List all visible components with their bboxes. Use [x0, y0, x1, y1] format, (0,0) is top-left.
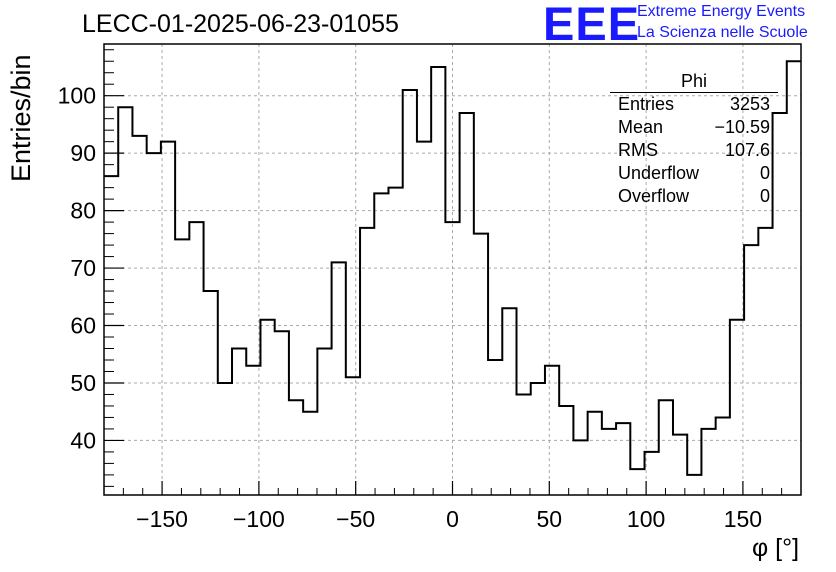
- y-tick-label: 40: [70, 427, 96, 453]
- x-tick-label: −50: [336, 506, 375, 532]
- stats-label: Mean: [618, 117, 664, 137]
- logo-line-2: La Scienza nelle Scuole: [637, 24, 808, 41]
- stats-row: RMS 107.6: [610, 139, 778, 162]
- x-tick-label: 150: [724, 506, 762, 532]
- x-axis-label: φ [°]: [752, 534, 800, 562]
- stats-title: Phi: [610, 70, 778, 93]
- y-tick-label: 80: [70, 198, 96, 224]
- x-tick-label: 0: [446, 506, 459, 532]
- logo-line-1: Extreme Energy Events: [637, 3, 806, 20]
- stats-value: 107.6: [724, 140, 770, 160]
- histogram-line: [104, 60, 801, 476]
- stats-label: RMS: [618, 140, 658, 160]
- x-tick-label: 100: [627, 506, 665, 532]
- stats-label: Overflow: [618, 186, 690, 206]
- stats-row: Underflow 0: [610, 162, 778, 185]
- y-axis-ticks: 40 50 60 70 80 90 100: [58, 49, 124, 487]
- stats-row: Overflow 0: [610, 185, 778, 208]
- stats-row: Entries 3253: [610, 93, 778, 116]
- x-tick-label: 50: [537, 506, 563, 532]
- stats-value: 0: [759, 163, 770, 183]
- y-axis-label: Entries/bin: [6, 54, 36, 182]
- x-axis-ticks: −150 −100 −50 0 50 100 150: [103, 481, 802, 532]
- y-tick-label: 100: [58, 83, 96, 109]
- stats-value: −10.59: [714, 117, 770, 137]
- eee-logo: EEE: [543, 0, 641, 50]
- x-tick-label: −100: [233, 506, 285, 532]
- stats-label: Underflow: [618, 163, 700, 183]
- stats-label: Entries: [618, 94, 675, 114]
- y-tick-label: 70: [70, 255, 96, 281]
- y-tick-label: 50: [70, 370, 96, 396]
- stats-row: Mean −10.59: [610, 116, 778, 139]
- stats-value: 0: [759, 186, 770, 206]
- stats-value: 3253: [729, 94, 770, 114]
- x-tick-label: −150: [136, 506, 188, 532]
- y-tick-label: 90: [70, 140, 96, 166]
- chart-title: LECC-01-2025-06-23-01055: [82, 10, 399, 38]
- stats-box: Phi Entries 3253 Mean −10.59 RMS 107.6 Unde…: [610, 70, 778, 208]
- plot-frame: [103, 43, 802, 496]
- y-tick-label: 60: [70, 313, 96, 339]
